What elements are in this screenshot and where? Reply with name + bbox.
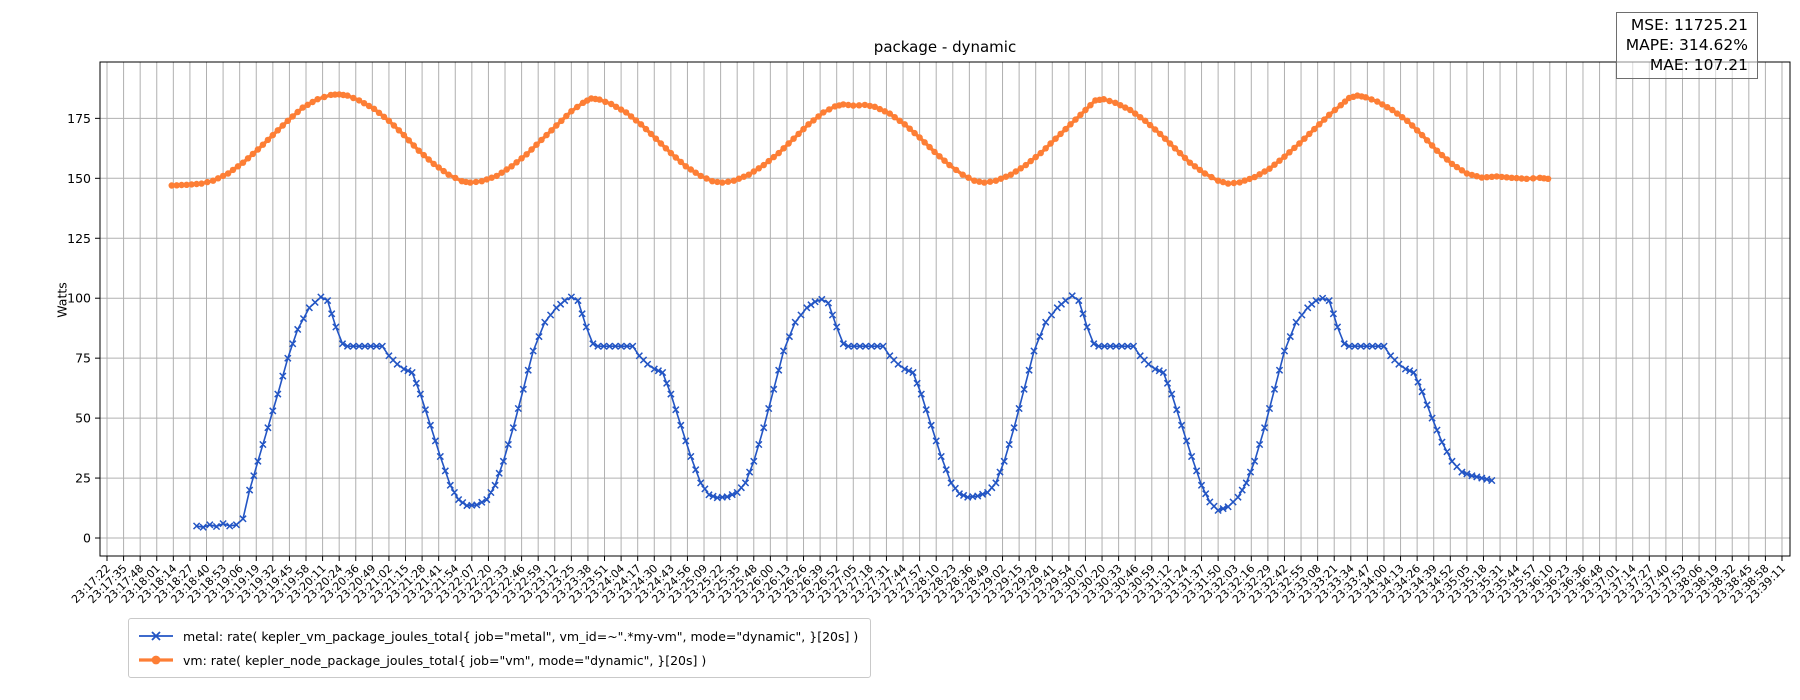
- svg-text:100: 100: [67, 291, 91, 306]
- legend-label-metal: metal: rate( kepler_vm_package_joules_to…: [183, 628, 859, 644]
- stats-box: MSE: 11725.21 MAPE: 314.62% MAE: 107.21: [1615, 12, 1758, 80]
- stat-mse: MSE: 11725.21: [1630, 16, 1748, 34]
- svg-text:75: 75: [75, 351, 91, 366]
- vm-line-circle-marker-icon: [139, 655, 173, 665]
- svg-text:50: 50: [75, 411, 91, 426]
- svg-text:175: 175: [67, 111, 91, 126]
- svg-text:25: 25: [75, 471, 91, 486]
- legend: metal: rate( kepler_vm_package_joules_to…: [128, 618, 872, 678]
- stat-mape: MAPE: 314.62%: [1625, 35, 1748, 54]
- stat-mae: MAE: 107.21: [1649, 55, 1748, 74]
- svg-text:0: 0: [83, 531, 91, 546]
- legend-item-metal: metal: rate( kepler_vm_package_joules_to…: [137, 624, 858, 648]
- legend-label-vm: vm: rate( kepler_node_package_joules_tot…: [183, 652, 707, 668]
- y-axis-label: Watts: [54, 282, 70, 318]
- legend-item-vm: vm: rate( kepler_node_package_joules_tot…: [137, 648, 858, 672]
- chart-title: package - dynamic: [873, 38, 1017, 56]
- svg-text:125: 125: [67, 231, 91, 246]
- metal-line-x-marker-icon: [139, 631, 173, 641]
- svg-text:150: 150: [67, 171, 91, 186]
